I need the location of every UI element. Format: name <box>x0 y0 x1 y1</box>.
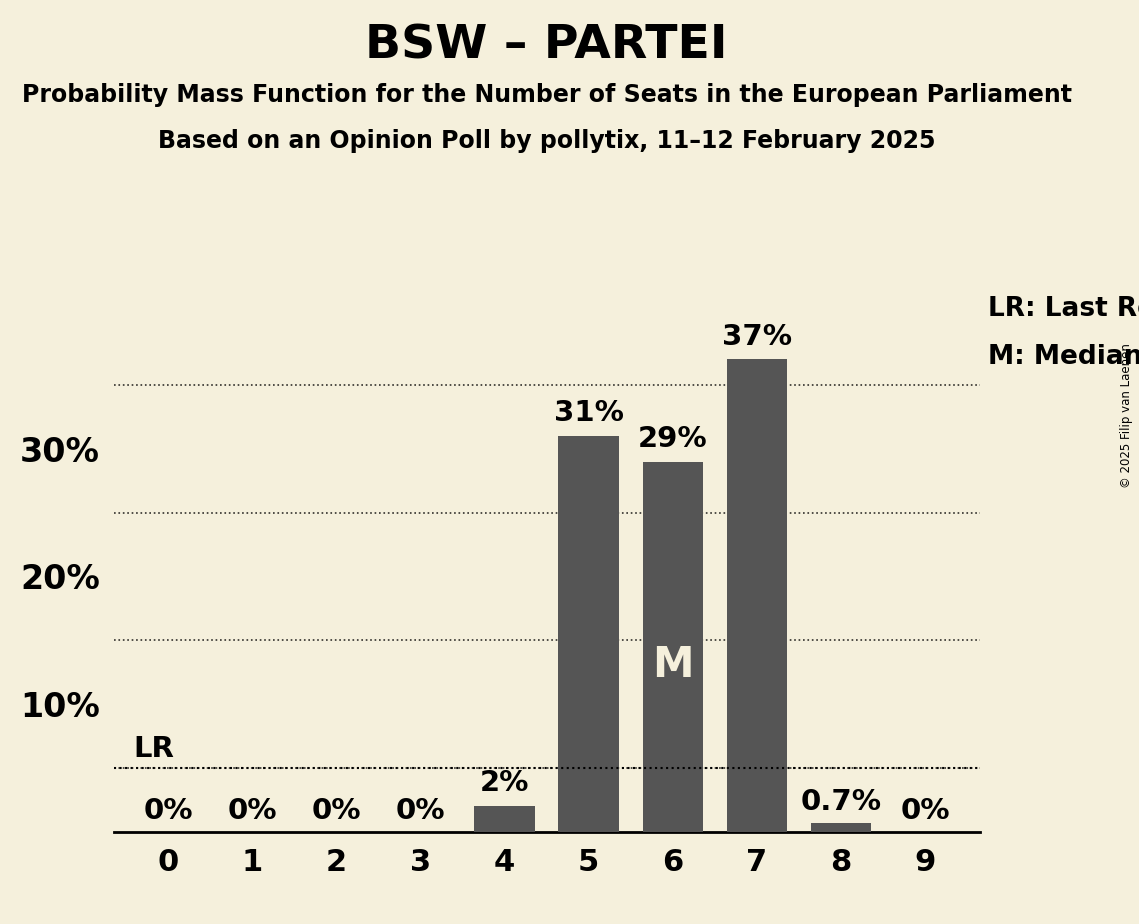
Text: © 2025 Filip van Laenen: © 2025 Filip van Laenen <box>1121 344 1133 488</box>
Text: 0%: 0% <box>900 797 950 825</box>
Text: 0%: 0% <box>396 797 445 825</box>
Bar <box>811 822 871 832</box>
Text: 37%: 37% <box>722 322 792 350</box>
Text: 2%: 2% <box>480 769 530 797</box>
Text: BSW – PARTEI: BSW – PARTEI <box>366 23 728 68</box>
Text: 0%: 0% <box>228 797 277 825</box>
Text: Probability Mass Function for the Number of Seats in the European Parliament: Probability Mass Function for the Number… <box>22 83 1072 107</box>
Text: Based on an Opinion Poll by pollytix, 11–12 February 2025: Based on an Opinion Poll by pollytix, 11… <box>158 129 935 153</box>
Text: 0%: 0% <box>312 797 361 825</box>
Bar <box>642 462 703 832</box>
Bar <box>558 436 618 832</box>
Text: LR: Last Result: LR: Last Result <box>989 296 1139 322</box>
Bar <box>727 359 787 832</box>
Text: 29%: 29% <box>638 425 707 453</box>
Text: 31%: 31% <box>554 399 624 427</box>
Text: 0.7%: 0.7% <box>801 788 882 816</box>
Text: LR: LR <box>133 735 174 762</box>
Text: 0%: 0% <box>144 797 194 825</box>
Bar <box>475 806 535 832</box>
Text: M: M <box>652 644 694 687</box>
Text: M: Median: M: Median <box>989 344 1139 370</box>
